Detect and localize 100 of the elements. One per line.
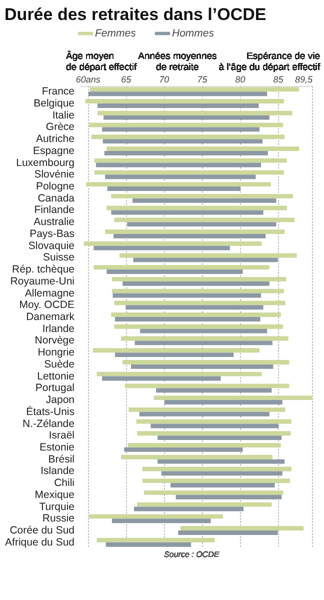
x-tick-label: 80 [235,74,246,84]
bar [104,150,268,156]
bar [84,241,262,246]
bar [105,230,285,234]
bar [139,412,270,416]
bar [150,424,279,428]
bar [122,360,290,364]
bar [111,210,264,215]
bar [102,376,221,381]
bar [140,328,268,334]
x-tick-label: 70 [159,74,170,84]
y-tick-label: Hongrie [38,346,75,359]
bar [114,218,295,222]
bar [94,265,270,270]
bar [86,182,271,187]
bar [180,526,304,531]
bar [121,336,288,341]
y-tick-label: Luxembourg [16,156,75,169]
y-tick-label: Pologne [36,180,75,193]
bar [96,162,262,168]
bar [112,288,284,294]
text: Années moyennes de retraite [138,51,218,73]
bar [120,253,297,258]
x-tick-label: 60ans [76,74,101,84]
bar [104,115,270,120]
bar [102,139,263,144]
bar [94,246,230,250]
bar [114,324,284,329]
bar [96,372,262,376]
y-tick-label: Brésil [48,453,74,466]
bar [89,122,284,128]
bar [114,317,260,322]
y-tick-label: Moy. OCDE [19,299,74,312]
y-tick-label: Russie [42,512,75,525]
bar [107,186,240,191]
bar [127,222,276,227]
text: Espérance de vie à l’âge du départ effectif [218,51,320,73]
y-tick-label: Mexique [34,488,75,501]
bar [126,305,264,310]
y-tick-label: Norvège [34,334,75,347]
bar [137,502,272,507]
bar [170,483,275,488]
chart-title: Durée des retraites dans l’OCDE [4,5,266,24]
bar [134,506,244,512]
x-tick-label: 75 [197,74,208,84]
x-tick-label: 89,5 [294,74,314,84]
bar [97,110,292,116]
bar [154,396,312,400]
bar [105,174,256,180]
bar [136,419,292,424]
bar [102,127,260,132]
y-tick-label: États-Unis [26,404,74,418]
y-tick-label: Danemark [26,311,76,323]
bar [91,134,285,140]
x-tick-label: 85 [273,74,284,84]
bar [114,300,286,306]
y-tick-label: Israël [48,430,74,442]
bar [133,258,278,262]
bar [113,234,266,238]
bar [144,490,284,495]
bar [158,459,285,464]
bar [106,206,287,210]
y-tick-label: France [42,86,75,98]
text: Âge moyen de départ effectif [66,50,137,73]
y-tick-label: Slovénie [34,168,75,181]
y-tick-label: Royaume-Uni [10,275,74,288]
y-tick-label: Japon [46,394,75,406]
bar [122,281,270,286]
y-tick-label: Italie [52,109,75,122]
y-tick-label: Rép. tchèque [12,264,75,276]
bar [112,293,262,298]
bar [112,276,286,282]
bar [94,158,287,163]
bar [128,443,281,448]
bar [132,198,276,203]
y-tick-label: Allemagne [24,287,75,300]
y-tick-label: Corée du Sud [10,524,75,537]
y-tick-label: Grèce [46,121,75,134]
bar [124,447,243,452]
bar [106,270,243,274]
bar [156,388,272,393]
bar [121,454,272,460]
bar [176,494,282,500]
y-tick-label: Pays-Bas [30,228,74,240]
legend-label: Femmes [95,28,137,40]
y-tick-label: Irlande [42,322,75,335]
bar [97,103,259,108]
y-tick-label: Afrique du Sud [5,536,75,548]
y-tick-label: Lettonie [37,370,75,382]
bar [124,384,290,388]
legend-label: Hommes [172,28,215,40]
x-tick-label: 65 [121,74,132,84]
bar [128,407,286,412]
source-note: Source : OCDE [164,550,220,559]
bar [158,436,282,440]
y-tick-label: Espagne [33,144,75,157]
y-tick-label: Chili [54,477,74,490]
bar [130,364,274,369]
bar [134,340,272,346]
bar [85,99,284,104]
